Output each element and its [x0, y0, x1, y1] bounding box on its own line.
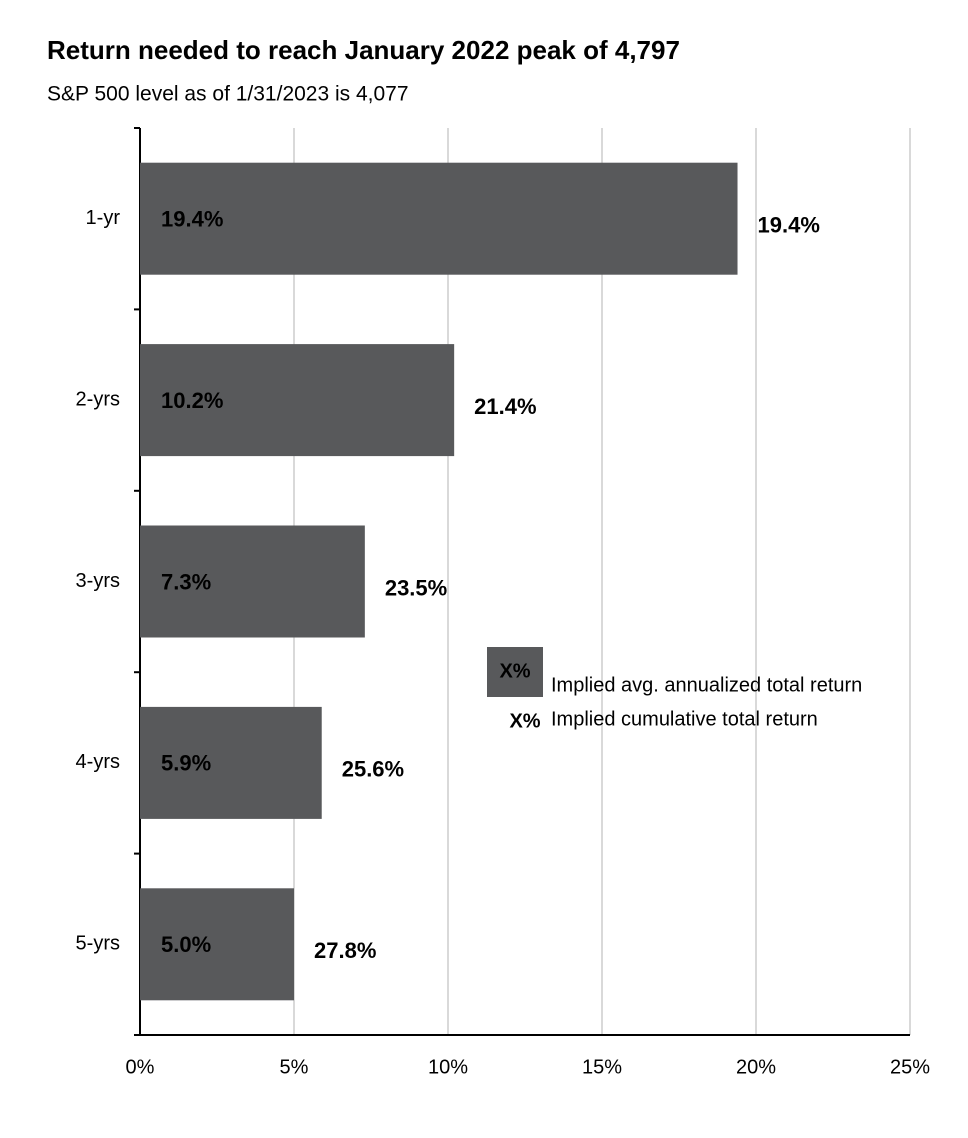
bar — [140, 525, 365, 638]
bar-label: 10.2% — [161, 388, 223, 413]
x-tick-label: 15% — [582, 1056, 622, 1078]
y-tick-label: 2-yrs — [76, 388, 120, 410]
x-tick-label: 20% — [736, 1056, 776, 1078]
legend-label: Implied cumulative total return — [551, 708, 818, 730]
x-tick-label: 25% — [890, 1056, 930, 1078]
chart-subtitle: S&P 500 level as of 1/31/2023 is 4,077 — [47, 83, 409, 106]
cumulative-label: 27.8% — [314, 938, 376, 963]
y-tick-label: 4-yrs — [76, 751, 120, 773]
bar — [140, 344, 455, 457]
bar-label: 19.4% — [161, 207, 223, 232]
bar — [140, 888, 294, 1001]
bar-label: 5.0% — [161, 932, 211, 957]
legend-symbol: X% — [499, 660, 530, 682]
cumulative-label: 21.4% — [474, 394, 536, 419]
legend-swatch — [487, 647, 543, 697]
y-tick-label: 1-yr — [86, 207, 121, 229]
y-tick-label: 5-yrs — [76, 933, 120, 955]
bar-label: 5.9% — [161, 751, 211, 776]
cumulative-label: 19.4% — [758, 213, 820, 238]
cumulative-label: 23.5% — [385, 575, 447, 600]
bar-label: 7.3% — [161, 569, 211, 594]
legend-symbol: X% — [509, 710, 540, 732]
bar — [140, 162, 738, 275]
legend-label: Implied avg. annualized total return — [551, 674, 862, 696]
chart-title: Return needed to reach January 2022 peak… — [47, 35, 680, 65]
cumulative-label: 25.6% — [342, 757, 404, 782]
x-tick-label: 0% — [126, 1056, 155, 1078]
y-tick-label: 3-yrs — [76, 570, 120, 592]
x-tick-label: 5% — [280, 1056, 309, 1078]
bar — [140, 706, 322, 819]
x-tick-label: 10% — [428, 1056, 468, 1078]
